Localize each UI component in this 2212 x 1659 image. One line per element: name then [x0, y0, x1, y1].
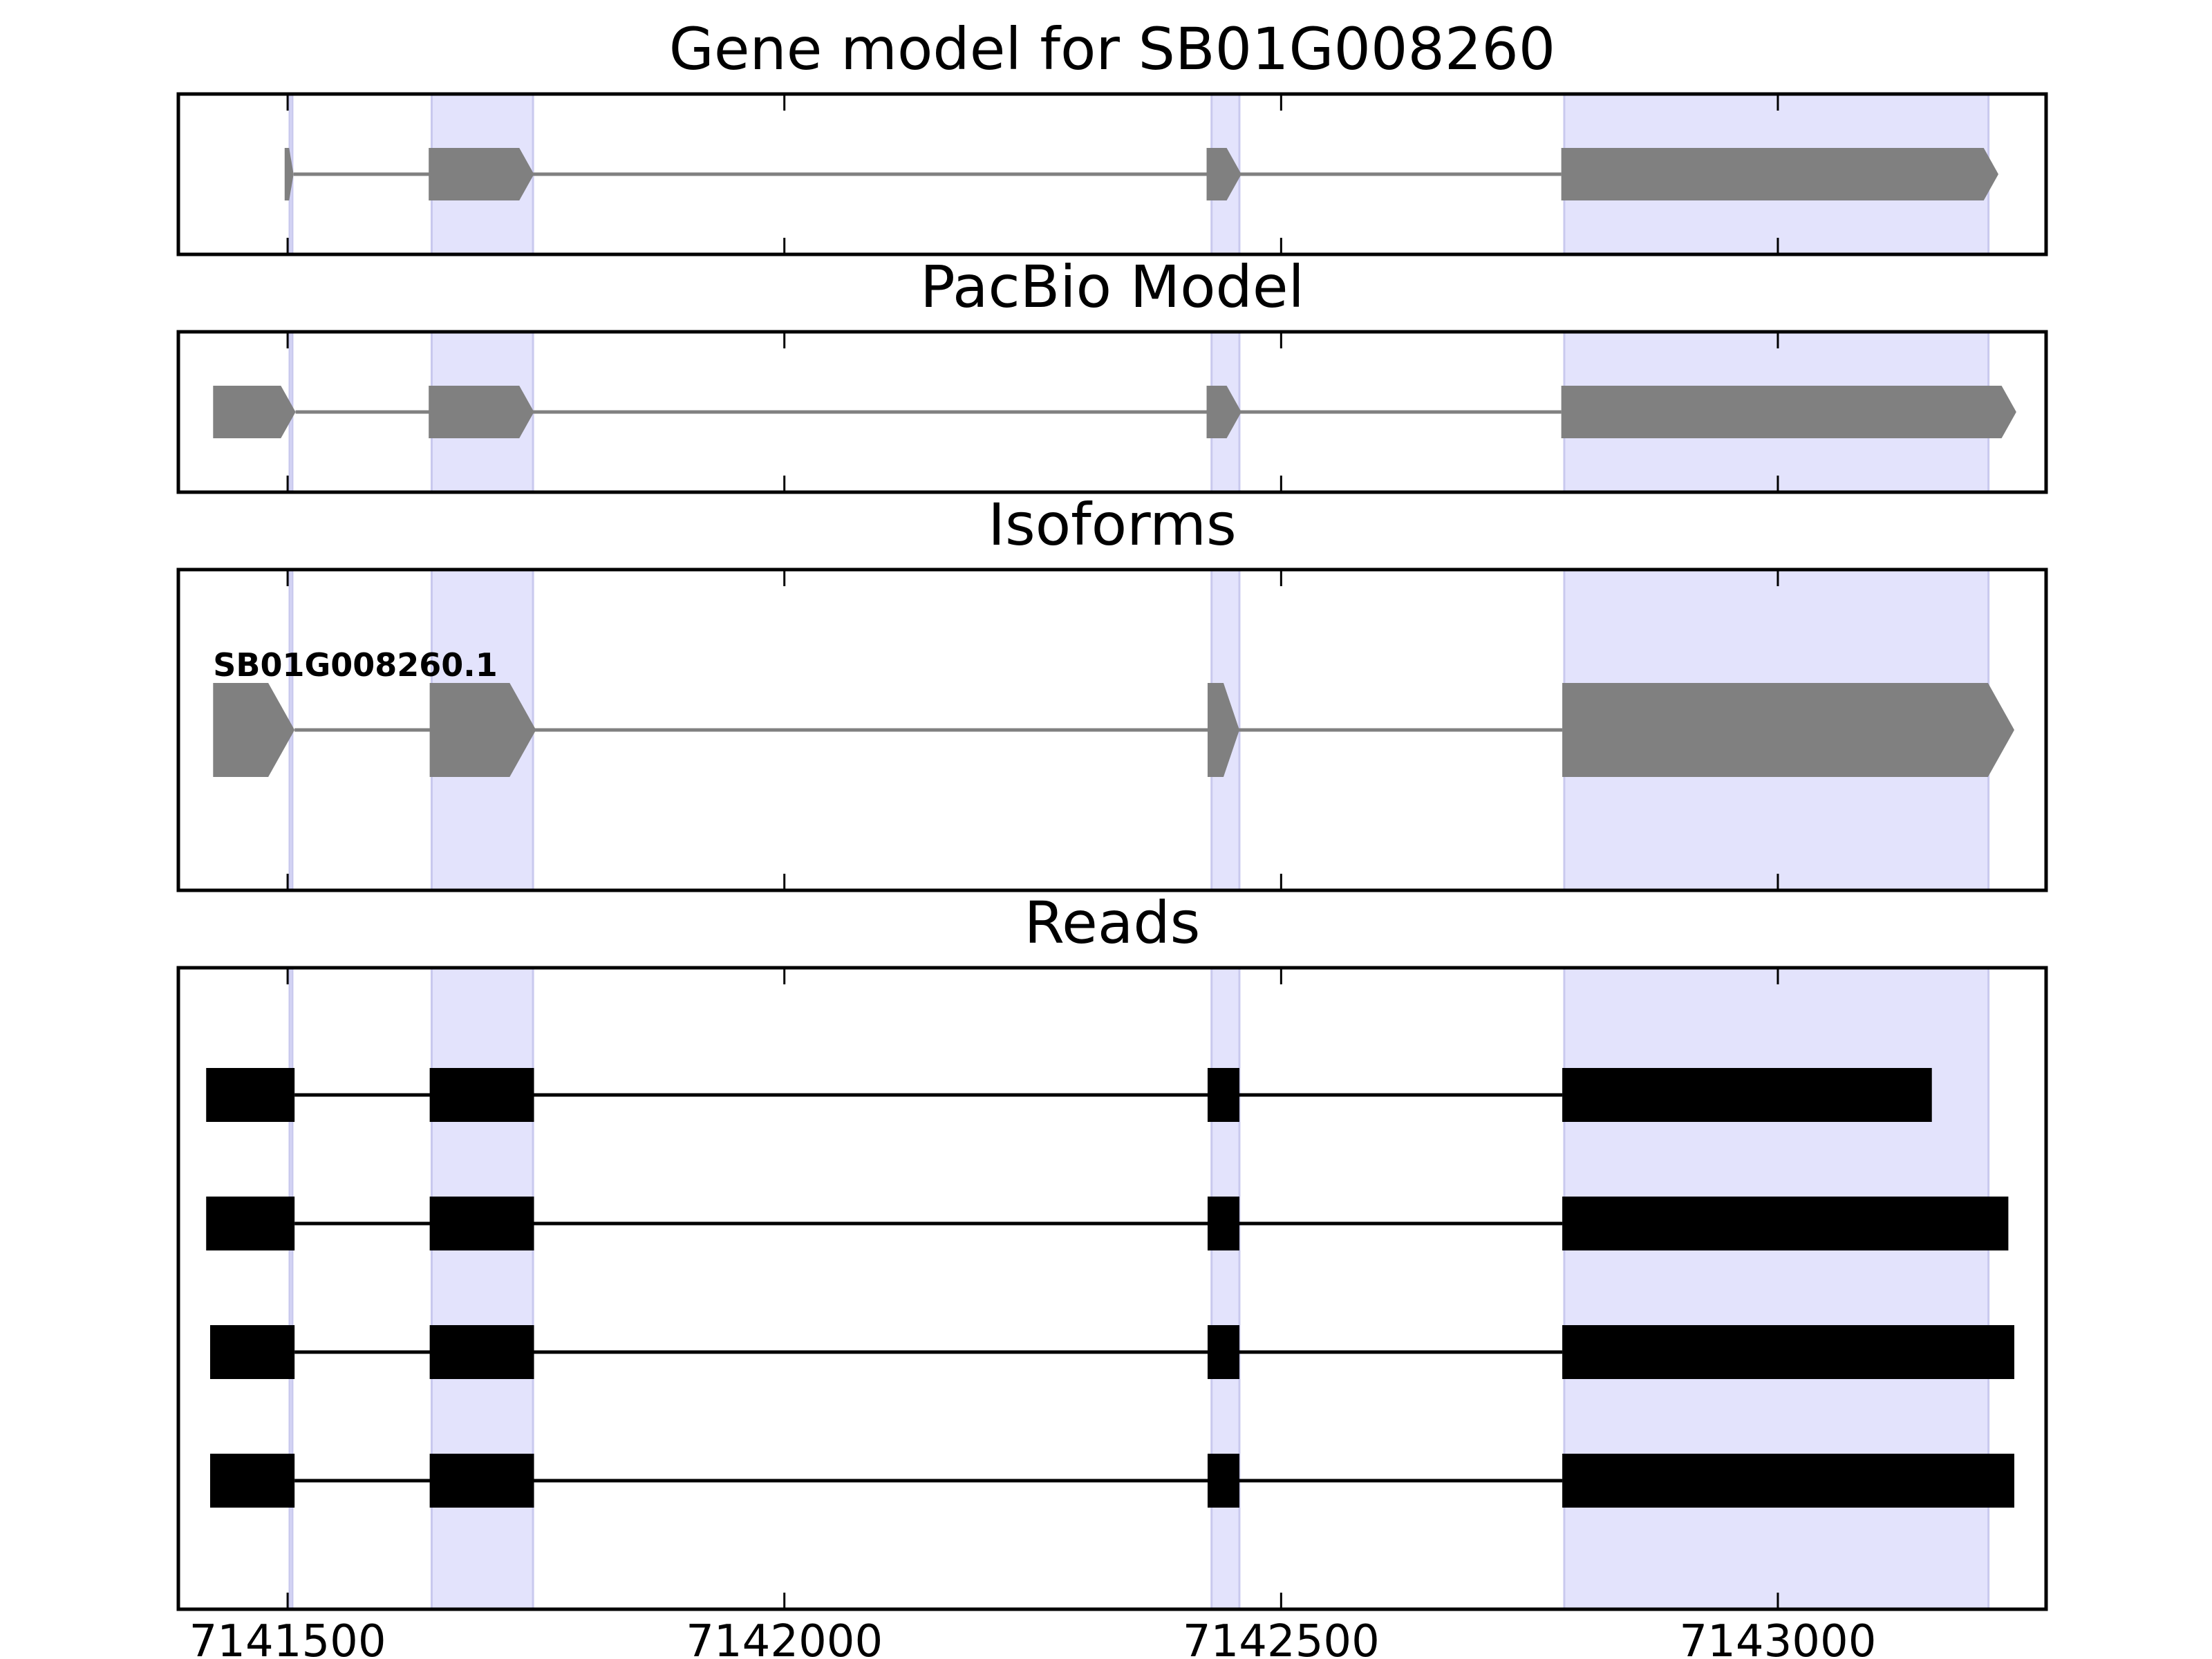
read-exon: [1562, 1197, 2009, 1250]
read-exon: [1562, 1325, 2015, 1379]
read-exon: [429, 1197, 534, 1250]
panel-title: PacBio Model: [920, 253, 1304, 321]
exon-block: [1562, 683, 2015, 777]
read-row: [206, 1068, 1932, 1122]
panel-title: Gene model for SB01G008260: [669, 15, 1555, 83]
read-exon: [429, 1454, 534, 1508]
highlight-region: [430, 966, 534, 1611]
panel-title: Isoforms: [988, 491, 1237, 559]
read-exon: [429, 1325, 534, 1379]
x-tick-label: 7141500: [189, 1616, 386, 1659]
exon-block: [429, 683, 536, 777]
panel-title: Reads: [1024, 889, 1201, 957]
panel-3: Reads: [176, 889, 2048, 1611]
exon-block: [1206, 148, 1241, 200]
exon-block: [429, 148, 534, 200]
panel-frame: [176, 568, 2048, 892]
read-exon: [209, 1325, 295, 1379]
panel-2: Isoforms SB01G008260.1: [176, 491, 2048, 892]
x-tick-label: 7143000: [1679, 1616, 1876, 1659]
panel-frame: [176, 966, 2048, 1611]
panel-frame: [176, 92, 2048, 256]
transcript-model: [213, 386, 2016, 438]
read-exon: [206, 1197, 295, 1250]
transcript-model: [284, 148, 1999, 200]
panel-1: PacBio Model: [176, 253, 2048, 494]
highlight-region: [1210, 966, 1241, 1611]
highlight-region: [288, 966, 294, 1611]
x-tick-label: 7142500: [1183, 1616, 1380, 1659]
transcript-model: SB01G008260.1: [213, 646, 2015, 777]
read-row: [209, 1454, 2015, 1508]
x-tick-label: 7142000: [686, 1616, 883, 1659]
read-exon: [1562, 1454, 2015, 1508]
read-exon: [1207, 1068, 1239, 1122]
panel-0: Gene model for SB01G008260: [176, 15, 2048, 256]
exon-block: [1207, 683, 1239, 777]
exon-block: [1561, 386, 2016, 438]
highlight-region: [1563, 966, 1990, 1611]
exon-block: [1206, 386, 1241, 438]
exon-block: [213, 683, 295, 777]
read-row: [206, 1197, 2009, 1250]
read-exon: [1562, 1068, 1932, 1122]
read-exon: [1207, 1197, 1239, 1250]
read-exon: [429, 1068, 534, 1122]
read-exon: [206, 1068, 295, 1122]
isoform-label: SB01G008260.1: [213, 646, 497, 684]
panel-frame: [176, 330, 2048, 494]
exon-block: [1561, 148, 1999, 200]
read-row: [209, 1325, 2015, 1379]
exon-block: [429, 386, 534, 438]
read-exon: [1207, 1325, 1239, 1379]
exon-block: [284, 148, 294, 200]
read-exon: [1207, 1454, 1239, 1508]
read-exon: [209, 1454, 295, 1508]
exon-block: [213, 386, 296, 438]
